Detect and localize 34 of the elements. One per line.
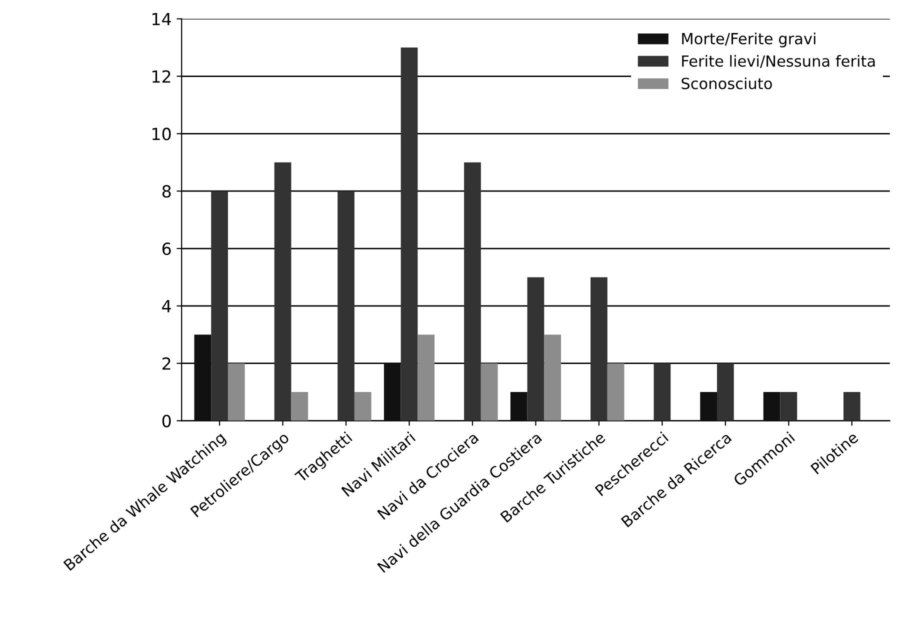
y-tick-label: 2: [162, 357, 170, 370]
bar: [274, 162, 292, 421]
bar: [510, 392, 528, 421]
bar: [384, 363, 401, 421]
bar: [228, 363, 245, 421]
y-tick-label: 10: [152, 128, 171, 140]
bar: [716, 363, 734, 421]
y-tick-label: 6: [162, 242, 171, 256]
bar: [480, 363, 498, 421]
legend-label: Sconosciuto: [682, 77, 772, 90]
bar: [527, 277, 544, 421]
bar: [654, 363, 671, 421]
bar: [843, 392, 860, 421]
y-tick-label: 14: [152, 13, 171, 26]
y-tick-label: 0: [162, 414, 171, 428]
bar: [418, 334, 435, 421]
bar: [211, 191, 228, 421]
legend-label: Morte/Ferite gravi: [682, 32, 816, 48]
y-tick-label: 12: [152, 70, 170, 83]
bar: [291, 392, 308, 421]
bar: [590, 277, 608, 421]
bar: [354, 392, 372, 421]
y-tick-label: 8: [162, 185, 171, 198]
bar: [464, 162, 481, 421]
bar: [607, 363, 624, 421]
bar: [338, 191, 354, 421]
y-tick-label: 4: [162, 300, 171, 312]
bar: [544, 334, 562, 421]
legend-label: Ferite lievi/Nessuna ferita: [682, 55, 875, 68]
bar: [194, 334, 212, 421]
bar: [700, 392, 717, 421]
bar: [780, 392, 798, 421]
bar: [763, 392, 780, 421]
bar: [400, 48, 418, 421]
